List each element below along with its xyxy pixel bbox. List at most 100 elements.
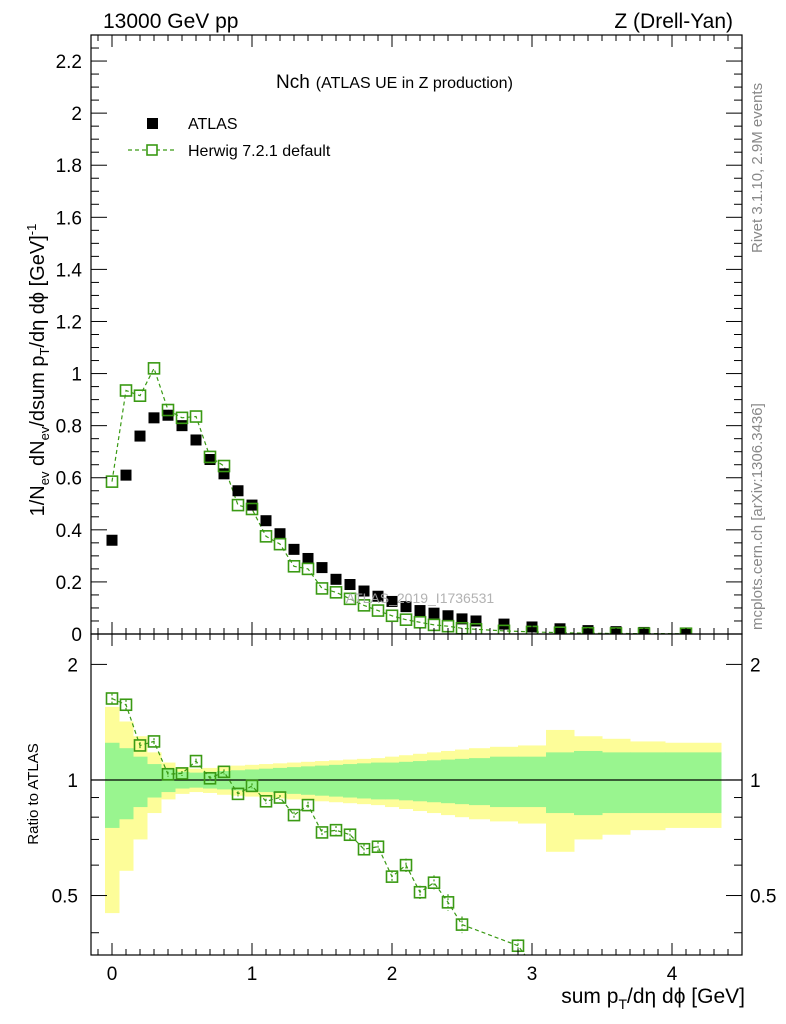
y-tick-label: 0.2 (56, 573, 82, 594)
ratio-mc-point (133, 739, 147, 752)
data-point (400, 601, 412, 613)
y-tick-label: 1.2 (56, 312, 82, 333)
ratio-band-inner (518, 756, 547, 808)
ratio-mc-point (231, 787, 245, 801)
data-point (246, 499, 258, 511)
mc-point (553, 626, 567, 634)
ratio-mc-point (385, 870, 399, 883)
ratio-band-inner (455, 758, 470, 805)
mc-point (385, 609, 399, 623)
data-point (330, 573, 342, 585)
ratio-band-inner (630, 752, 666, 814)
chart-subtitle: (ATLAS UE in Z production) (316, 75, 513, 92)
header-right: Z (Drell-Yan) (614, 10, 733, 33)
ratio-band-inner (315, 765, 330, 796)
ratio-mc-point (329, 823, 343, 837)
ratio-y-tick-label-right: 2 (750, 655, 761, 676)
mc-point (245, 502, 259, 516)
ratio-band-inner (105, 742, 120, 828)
y-tick-label: 2.2 (56, 52, 82, 73)
ratio-mc-point (175, 767, 189, 780)
mc-point (301, 562, 315, 576)
y-tick-label: 0 (71, 625, 82, 646)
ratio-band-inner (301, 766, 316, 795)
header-left: 13000 GeV pp (103, 10, 238, 33)
ratio-band-inner (133, 756, 148, 808)
ratio-mc-point (301, 798, 315, 812)
data-point (302, 552, 314, 564)
data-point (456, 613, 468, 625)
data-point (470, 615, 482, 627)
data-point (218, 468, 230, 480)
mc-point (357, 599, 371, 612)
data-point (316, 562, 328, 574)
ratio-panel: 0 1 2 3 4 0.5 0.5 1 1 2 2 Ratio to ATLAS (25, 633, 776, 985)
legend-data-label: ATLAS (188, 116, 238, 133)
mc-point (189, 410, 203, 423)
ratio-band-inner (119, 748, 134, 820)
data-point (176, 420, 188, 432)
rivet-label: Rivet 3.1.10, 2.9M events (749, 83, 766, 253)
x-tick-label: 2 (387, 964, 398, 985)
ratio-mc-point (427, 876, 441, 890)
ratio-mc-point (441, 896, 455, 909)
ratio-band-inner (371, 762, 386, 800)
x-tick-label: 1 (247, 964, 258, 985)
mc-point (287, 559, 301, 573)
ratio-mc-point (413, 885, 427, 899)
ratio-mc-point (273, 791, 287, 804)
data-point (498, 618, 510, 630)
data-point (260, 515, 272, 527)
mc-point (581, 626, 595, 634)
main-axes: 0 0.2 0.4 0.6 0.8 1 1.2 1.4 1.6 1.8 2 2.2 (56, 34, 743, 646)
chart-title: Nch (ATLAS UE in Z production) (276, 72, 513, 93)
mc-series-line (111, 366, 687, 634)
ratio-plot-content (91, 692, 742, 955)
mc-point (119, 384, 133, 397)
ratio-mc-point (399, 858, 413, 872)
ratio-y-axis-label: Ratio to ATLAS (25, 743, 42, 844)
x-tick-label: 3 (527, 964, 538, 985)
ratio-mc-point (119, 698, 133, 712)
mc-point (217, 459, 231, 473)
data-point (190, 434, 202, 446)
data-point (148, 412, 160, 424)
data-point (106, 534, 118, 546)
ratio-band-inner (147, 764, 162, 798)
ratio-band-inner (413, 761, 428, 802)
data-point (288, 543, 300, 555)
ratio-mc-point (371, 840, 385, 854)
ratio-band-inner (385, 762, 400, 800)
ratio-axes: 0 1 2 3 4 0.5 0.5 1 1 2 2 (52, 633, 776, 985)
mc-point (329, 586, 343, 599)
ratio-band-inner (546, 752, 575, 814)
y-tick-label: 0.6 (56, 469, 82, 490)
mc-point (371, 604, 385, 617)
ratio-mc-point (343, 828, 357, 842)
data-point (428, 607, 440, 619)
ratio-mc-point (315, 826, 329, 839)
ratio-band-inner (357, 763, 372, 799)
ratio-band-inner (441, 759, 456, 804)
data-point (372, 590, 384, 602)
y-tick-label: 2 (71, 104, 82, 125)
y-tick-label: 1.6 (56, 208, 82, 229)
ratio-band-inner (399, 761, 414, 801)
y-tick-label: 0.4 (56, 521, 83, 542)
legend: ATLAS Herwig 7.2.1 default (128, 116, 331, 160)
data-point (120, 469, 132, 481)
main-panel: ATLAS_2019_I1736531 0 0.2 0.4 0.6 0.8 1 1.2 1.4… (24, 34, 743, 646)
ratio-mc-point (245, 779, 259, 793)
ratio-band-inner (574, 750, 603, 816)
ratio-mc-point (189, 754, 203, 768)
ratio-mc-point (147, 735, 161, 748)
ratio-y-tick-label-right: 1 (750, 771, 761, 792)
mc-point (203, 450, 217, 464)
ratio-mc-point (203, 772, 217, 785)
ratio-mc-line (111, 697, 526, 955)
data-point (232, 485, 244, 497)
ratio-mc-point (105, 692, 119, 705)
ratio-mc-point (357, 842, 371, 856)
mc-point (161, 403, 175, 417)
